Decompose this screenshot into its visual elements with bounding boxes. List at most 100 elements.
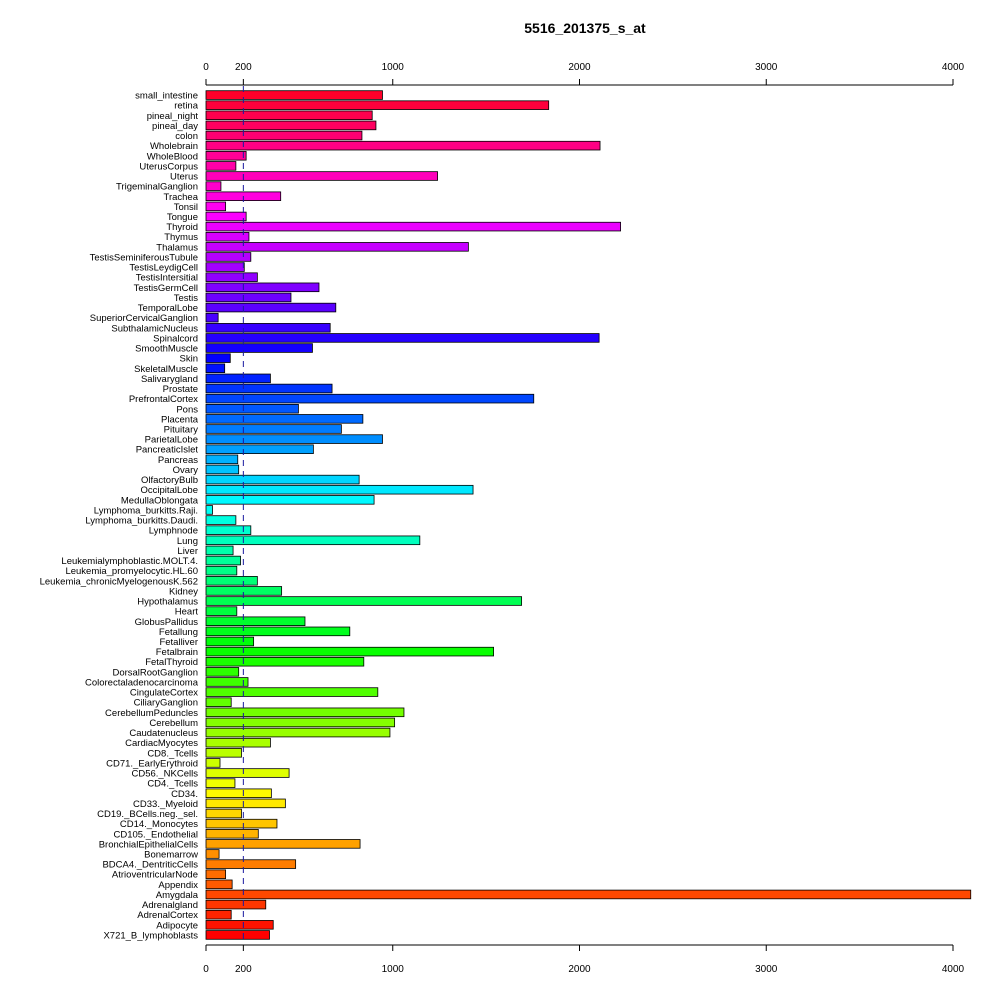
category-label: Salivarygland: [141, 374, 198, 385]
bar: [205, 252, 252, 262]
category-label: Fetalliver: [159, 637, 198, 648]
bar: [205, 576, 258, 586]
category-label: GlobusPallidus: [135, 617, 199, 628]
category-label: Trachea: [164, 192, 199, 203]
bar: [205, 849, 220, 859]
x-tick-label-top: 3000: [755, 62, 778, 73]
category-label: small_intestine: [135, 91, 198, 102]
bar: [205, 312, 219, 323]
x-tick-label-bottom: 4000: [942, 964, 965, 975]
x-tick-label-bottom: 3000: [755, 964, 778, 975]
bar: [205, 606, 238, 616]
bar: [205, 596, 523, 606]
x-tick-label-top: 200: [235, 62, 252, 73]
bar: [205, 920, 274, 930]
category-label: Thymus: [164, 232, 198, 243]
bar: [205, 697, 232, 707]
bar: [205, 373, 271, 384]
bar: [205, 151, 247, 161]
bar: [205, 161, 237, 171]
category-label: Hypothalamus: [137, 597, 198, 608]
bar: [205, 292, 292, 303]
category-label: Uterus: [170, 172, 198, 183]
bar: [205, 515, 237, 525]
category-label: TestisGermCell: [134, 283, 198, 294]
category-label: Pituitary: [164, 424, 199, 435]
bar: [205, 495, 375, 505]
category-label: Adrenalgland: [142, 900, 198, 911]
bar: [205, 818, 278, 829]
bar: [205, 403, 299, 414]
category-label: Appendix: [158, 880, 198, 891]
x-tick-label-top: 0: [203, 62, 209, 73]
category-label: TestisLeydigCell: [129, 263, 198, 274]
bar: [205, 778, 236, 788]
x-tick-label-top: 1000: [382, 62, 405, 73]
category-label: Adipocyte: [156, 920, 198, 931]
bar: [205, 434, 383, 444]
category-label: PrefrontalCortex: [129, 394, 198, 405]
bar: [205, 424, 342, 434]
category-label: Caudatenucleus: [129, 728, 198, 739]
category-label: CiliaryGanglion: [134, 698, 198, 709]
bar: [205, 748, 242, 758]
category-label: UterusCorpus: [139, 161, 198, 172]
chart-title: 5516_201375_s_at: [524, 20, 646, 36]
bar: [205, 859, 297, 869]
bar: [205, 667, 240, 677]
bar: [205, 221, 621, 232]
bar: [205, 181, 222, 191]
bar: [205, 120, 377, 131]
bar: [205, 737, 271, 748]
category-label: Spinalcord: [153, 333, 198, 344]
x-tick-label-top: 4000: [942, 62, 965, 73]
category-label: Lymphoma_burkitts.Raji.: [94, 505, 198, 516]
bar: [205, 505, 213, 515]
bar: [205, 758, 221, 768]
x-tick-label-bottom: 200: [235, 964, 252, 975]
bar: [205, 484, 474, 495]
category-label: Pons: [176, 404, 198, 415]
bar: [205, 211, 247, 222]
category-label: CD33._Myeloid: [133, 799, 198, 810]
bar: [205, 333, 600, 343]
bar: [205, 262, 245, 272]
category-label: Cerebellum: [149, 718, 198, 729]
bar: [205, 646, 495, 657]
category-label: X721_B_lymphoblasts: [103, 930, 198, 941]
category-label: pineal_day: [152, 121, 198, 132]
bar: [205, 768, 290, 778]
bar: [205, 788, 272, 799]
bar: [205, 444, 314, 454]
category-label: OlfactoryBulb: [141, 475, 198, 486]
bar: [205, 717, 396, 728]
bar: [205, 201, 227, 212]
category-label: Lymphoma_burkitts.Daudi.: [85, 516, 198, 527]
category-label: CD34.: [171, 789, 198, 800]
category-label: TestisSeminiferousTubule: [90, 252, 198, 263]
category-label: CD14._Monocytes: [120, 819, 198, 830]
bar: [205, 393, 535, 404]
bar: [205, 474, 360, 485]
bar: [205, 282, 320, 293]
category-label: CerebellumPeduncles: [105, 708, 198, 719]
x-tick-label-bottom: 1000: [382, 964, 405, 975]
category-label: BDCA4._DentriticCells: [102, 860, 198, 871]
bar: [205, 363, 226, 374]
bar: [205, 829, 259, 839]
bar: [205, 727, 391, 738]
category-label: FetalThyroid: [145, 657, 198, 668]
bar: [205, 383, 333, 394]
bar: [205, 707, 405, 718]
bar: [205, 616, 306, 627]
bar: [205, 414, 364, 424]
bar: [205, 879, 233, 890]
bar: [205, 302, 337, 313]
category-label: retina: [174, 101, 198, 112]
category-label: Bonemarrow: [144, 849, 198, 860]
category-label: ParietalLobe: [145, 435, 198, 446]
category-label: CD71._EarlyErythroid: [106, 758, 198, 769]
category-label: OccipitalLobe: [140, 485, 198, 496]
bar: [205, 525, 252, 535]
